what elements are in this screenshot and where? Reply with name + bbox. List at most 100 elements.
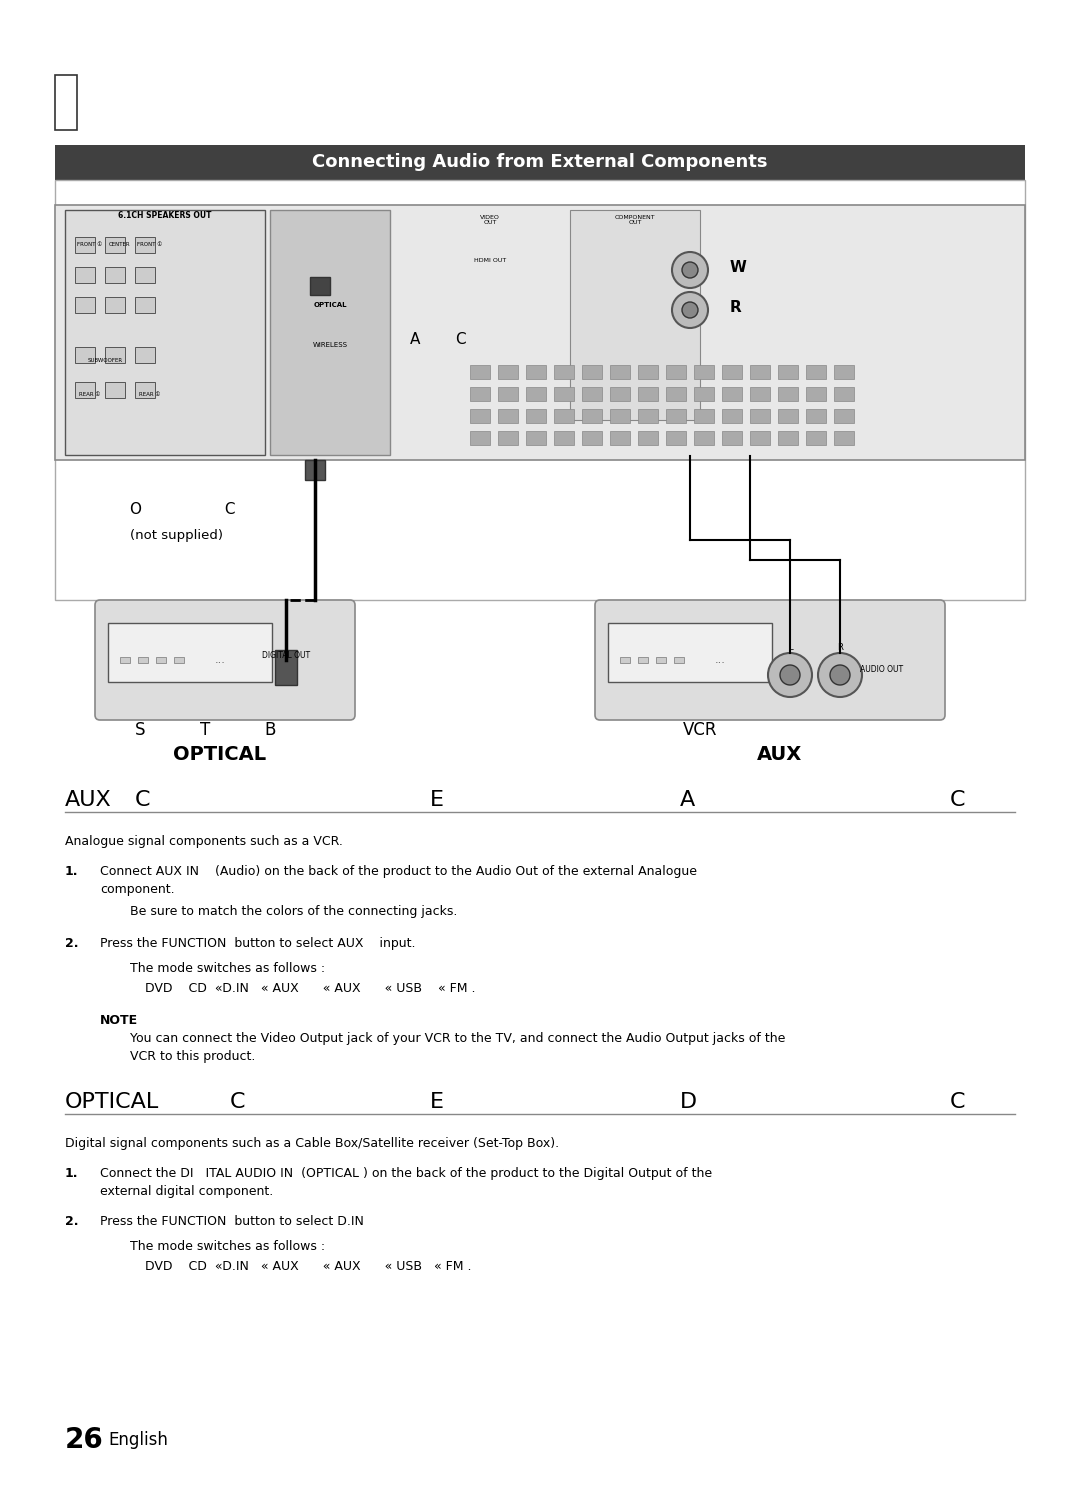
FancyBboxPatch shape [723,366,742,379]
FancyBboxPatch shape [806,409,826,424]
FancyBboxPatch shape [305,461,325,480]
FancyBboxPatch shape [666,409,686,424]
FancyBboxPatch shape [610,431,630,444]
FancyBboxPatch shape [554,386,573,401]
FancyBboxPatch shape [120,657,130,663]
FancyBboxPatch shape [526,366,546,379]
Text: WIRELESS: WIRELESS [312,342,348,348]
Circle shape [818,652,862,697]
Circle shape [768,652,812,697]
Text: 6.1CH SPEAKERS OUT: 6.1CH SPEAKERS OUT [118,211,212,220]
FancyBboxPatch shape [270,210,390,455]
FancyBboxPatch shape [610,386,630,401]
FancyBboxPatch shape [750,431,770,444]
Circle shape [672,293,708,328]
Text: DIGITAL OUT: DIGITAL OUT [262,651,310,660]
Text: VCR to this product.: VCR to this product. [130,1051,255,1062]
Text: Connect the DI   ITAL AUDIO IN  (OPTICAL ) on the back of the product to the Dig: Connect the DI ITAL AUDIO IN (OPTICAL ) … [100,1167,712,1180]
Text: T: T [200,721,211,739]
FancyBboxPatch shape [582,386,602,401]
FancyBboxPatch shape [834,409,854,424]
FancyBboxPatch shape [806,386,826,401]
FancyBboxPatch shape [526,409,546,424]
FancyBboxPatch shape [65,210,265,455]
FancyBboxPatch shape [694,409,714,424]
Text: 1.: 1. [65,1167,79,1180]
Text: C: C [135,791,150,810]
FancyBboxPatch shape [778,431,798,444]
FancyBboxPatch shape [610,409,630,424]
FancyBboxPatch shape [75,236,95,253]
Circle shape [780,666,800,685]
Text: Press the FUNCTION  button to select AUX    input.: Press the FUNCTION button to select AUX … [100,938,416,950]
FancyBboxPatch shape [638,657,648,663]
Text: NOTE: NOTE [100,1013,138,1027]
FancyBboxPatch shape [498,386,518,401]
FancyBboxPatch shape [723,386,742,401]
FancyBboxPatch shape [608,623,772,682]
Text: SUBWOOFER: SUBWOOFER [87,358,122,363]
FancyBboxPatch shape [156,657,166,663]
FancyBboxPatch shape [834,366,854,379]
Text: Digital signal components such as a Cable Box/Satellite receiver (Set-Top Box).: Digital signal components such as a Cabl… [65,1137,559,1150]
FancyBboxPatch shape [750,409,770,424]
Text: C: C [455,333,465,348]
FancyBboxPatch shape [806,431,826,444]
Text: OPTICAL: OPTICAL [65,1092,159,1112]
FancyBboxPatch shape [174,657,184,663]
Text: (not supplied): (not supplied) [130,529,222,541]
FancyBboxPatch shape [750,386,770,401]
FancyBboxPatch shape [105,297,125,314]
Text: FRONT ①: FRONT ① [137,242,163,248]
FancyBboxPatch shape [135,297,156,314]
FancyBboxPatch shape [674,657,684,663]
Text: 2.: 2. [65,1216,79,1227]
FancyBboxPatch shape [834,386,854,401]
Text: The mode switches as follows :: The mode switches as follows : [130,1239,325,1253]
FancyBboxPatch shape [55,180,1025,600]
FancyBboxPatch shape [526,386,546,401]
FancyBboxPatch shape [694,386,714,401]
Text: You can connect the Video Output jack of your VCR to the TV, and connect the Aud: You can connect the Video Output jack of… [130,1031,785,1045]
Text: C: C [950,791,966,810]
Text: AUDIO OUT: AUDIO OUT [860,666,903,675]
FancyBboxPatch shape [666,386,686,401]
Text: O                 C: O C [130,502,235,517]
FancyBboxPatch shape [778,386,798,401]
FancyBboxPatch shape [582,409,602,424]
FancyBboxPatch shape [554,366,573,379]
FancyBboxPatch shape [135,348,156,363]
FancyBboxPatch shape [135,236,156,253]
Text: AUX: AUX [757,746,802,764]
Text: VIDEO
OUT: VIDEO OUT [481,214,500,226]
Text: A: A [680,791,696,810]
FancyBboxPatch shape [470,431,490,444]
FancyBboxPatch shape [138,657,148,663]
FancyBboxPatch shape [470,409,490,424]
FancyBboxPatch shape [75,348,95,363]
FancyBboxPatch shape [834,431,854,444]
Circle shape [681,262,698,278]
FancyBboxPatch shape [778,366,798,379]
Text: C: C [950,1092,966,1112]
Text: ...: ... [215,655,226,666]
Text: DVD    CD  «D.IN   « AUX      « AUX      « USB   « FM .: DVD CD «D.IN « AUX « AUX « USB « FM . [145,1260,472,1274]
FancyBboxPatch shape [470,366,490,379]
Text: CENTER: CENTER [109,242,131,248]
FancyBboxPatch shape [656,657,666,663]
FancyBboxPatch shape [95,600,355,721]
Text: R: R [837,643,842,652]
FancyBboxPatch shape [570,210,700,421]
Text: FRONT ①: FRONT ① [78,242,103,248]
Text: OPTICAL: OPTICAL [174,746,267,764]
Text: COMPONENT
OUT: COMPONENT OUT [615,214,656,226]
Text: VCR: VCR [683,721,717,739]
Text: external digital component.: external digital component. [100,1184,273,1198]
Text: AUX: AUX [65,791,111,810]
Text: Connect AUX IN    (Audio) on the back of the product to the Audio Out of the ext: Connect AUX IN (Audio) on the back of th… [100,865,697,878]
FancyBboxPatch shape [310,276,330,296]
FancyBboxPatch shape [75,267,95,282]
Text: D: D [680,1092,697,1112]
Text: 26: 26 [65,1427,104,1453]
Text: R: R [730,300,742,315]
